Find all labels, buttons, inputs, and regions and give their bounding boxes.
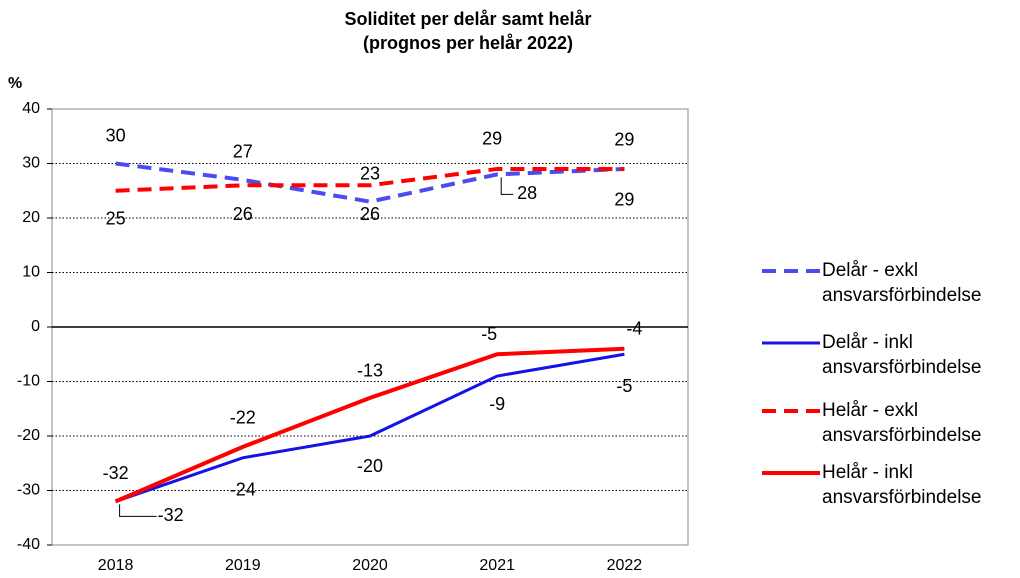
data-label: 29 (482, 129, 502, 149)
leader-line (119, 504, 157, 517)
data-label: -5 (481, 324, 497, 344)
data-label: -13 (357, 361, 383, 381)
y-tick-label: -20 (17, 427, 40, 444)
data-label: -5 (616, 376, 632, 396)
legend-label: Helår - inkl ansvarsförbindelse (822, 462, 982, 508)
x-tick-label: 2018 (98, 557, 134, 574)
chart-subtitle: (prognos per helår 2022) (363, 33, 573, 53)
y-tick-label: -30 (17, 482, 40, 499)
legend-label: Delår - inkl ansvarsförbindelse (822, 332, 982, 378)
data-label: -32 (103, 463, 129, 483)
data-label: -4 (626, 319, 642, 339)
series-line (115, 352, 625, 503)
data-label: -22 (230, 408, 256, 428)
data-label: -20 (357, 456, 383, 476)
data-label: 26 (360, 204, 380, 224)
data-label: 23 (360, 163, 380, 183)
chart-title: Soliditet per delår samt helår (344, 9, 591, 29)
leader-line (500, 177, 514, 195)
y-tick-label: 0 (31, 318, 40, 335)
y-tick-label: 30 (22, 155, 40, 172)
data-label: 29 (614, 190, 634, 210)
data-label: 26 (233, 204, 253, 224)
y-tick-label: -40 (17, 536, 40, 553)
x-tick-label: 2020 (352, 557, 388, 574)
data-label: -9 (489, 394, 505, 414)
data-label: 29 (614, 130, 634, 150)
y-tick-label: 40 (22, 100, 40, 117)
data-label: -32 (158, 505, 184, 525)
data-label: -24 (230, 480, 256, 500)
x-tick-label: 2021 (479, 557, 515, 574)
x-tick-label: 2019 (225, 557, 261, 574)
legend-label: Helår - exkl ansvarsförbindelse (822, 400, 982, 446)
data-label: 28 (517, 183, 537, 203)
y-tick-label: -10 (17, 373, 40, 390)
data-label: 25 (106, 209, 126, 229)
series-line (115, 161, 625, 204)
series-line (115, 166, 625, 193)
data-label: 30 (106, 125, 126, 145)
data-label: 27 (233, 142, 253, 162)
y-tick-label: 20 (22, 209, 40, 226)
legend-label: Delår - exkl ansvarsförbindelse (822, 260, 982, 306)
x-tick-label: 2022 (607, 557, 643, 574)
series-line (114, 346, 625, 504)
y-axis-label: % (8, 75, 22, 92)
y-tick-label: 10 (22, 264, 40, 281)
